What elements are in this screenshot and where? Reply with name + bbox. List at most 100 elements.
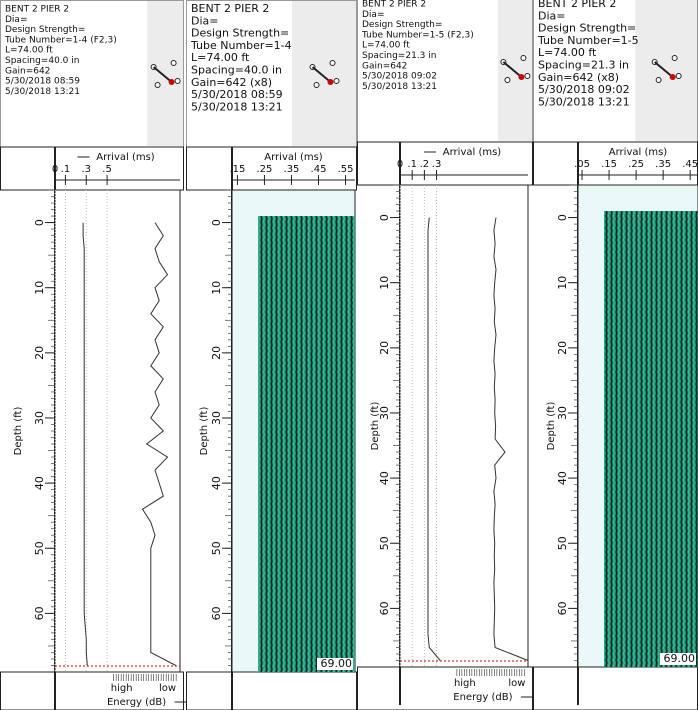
x-tick-label: .15	[229, 164, 245, 175]
x-tick-label: 0	[52, 164, 58, 175]
header-line: 5/30/2018 08:59	[191, 88, 283, 101]
x-tick-label: 0	[397, 159, 403, 170]
y-tick-label: 0	[556, 214, 569, 221]
waveform-block	[604, 211, 698, 667]
y-tick-label: 0	[210, 219, 223, 226]
y-tick-label: 10	[556, 276, 569, 290]
header-line: L=74.00 ft	[5, 46, 53, 56]
y-tick-label: 40	[378, 471, 391, 485]
header-line: BENT 2 PIER 2	[5, 5, 69, 15]
header-line: 5/30/2018 09:02	[362, 72, 437, 82]
waveform-block	[258, 216, 355, 672]
tube-marker	[330, 61, 335, 66]
y-tick-label: 20	[378, 341, 391, 355]
x-tick-label: .25	[628, 159, 644, 170]
y-axis-title: Depth (ft)	[13, 407, 24, 456]
bottom-band	[187, 672, 357, 710]
header-line: Gain=642 (x8)	[191, 76, 272, 89]
x-tick-label: .35	[284, 164, 300, 175]
x-tick-label: .15	[601, 159, 617, 170]
log-panels: BENT 2 PIER 2Dia=Design Strength=Tube Nu…	[0, 0, 698, 710]
header-line: Spacing=40.0 in	[5, 56, 79, 66]
y-tick-label: 20	[33, 346, 46, 360]
header-line: Design Strength=	[362, 20, 442, 30]
x2-tick-label: high	[454, 678, 476, 689]
x-tick-label: .2	[420, 159, 430, 170]
x2-tick-label: high	[111, 683, 133, 694]
y-axis-title: Depth (ft)	[199, 407, 210, 456]
header-line: Gain=642	[5, 66, 50, 76]
y-tick-label: 30	[210, 411, 223, 425]
y-tick-label: 30	[378, 406, 391, 420]
x2-tick-label: low	[508, 678, 525, 689]
x-tick-label: .55	[338, 164, 354, 175]
tube-diagram-bg	[292, 1, 356, 146]
header-line: 5/30/2018 13:21	[5, 87, 80, 97]
x-tick-label: .3	[81, 164, 91, 175]
bottom-band	[358, 667, 533, 710]
tube-end	[169, 79, 175, 85]
tube-marker	[525, 74, 530, 79]
header-line: 5/30/2018 13:21	[191, 100, 283, 113]
header-line: L=74.00 ft	[538, 46, 597, 59]
page: BENT 2 PIER 2Dia=Design Strength=Tube Nu…	[0, 0, 698, 710]
tube-end	[670, 74, 676, 80]
x-tick-label: .3	[432, 159, 442, 170]
tube-marker	[171, 61, 176, 66]
y-tick-label: 50	[210, 541, 223, 555]
axis-band	[1, 147, 184, 190]
x-tick-label: .45	[682, 159, 698, 170]
y-tick-label: 60	[33, 606, 46, 620]
x-axis-title: Arrival (ms)	[443, 147, 502, 158]
x-tick-label: .35	[655, 159, 671, 170]
y-tick-label: 10	[378, 276, 391, 290]
header-line: Design Strength=	[191, 27, 289, 40]
header-line: Gain=642	[362, 61, 407, 71]
y-tick-label: 30	[33, 411, 46, 425]
y-tick-label: 50	[378, 536, 391, 550]
y-tick-label: 60	[378, 601, 391, 615]
tube-marker	[314, 83, 319, 88]
x-tick-label: .05	[574, 159, 590, 170]
plot-bg	[400, 185, 528, 667]
bottom-band	[534, 667, 698, 710]
header-line: Spacing=21.3 in	[362, 51, 436, 61]
header-line: Dia=	[538, 9, 565, 22]
y-tick-label: 20	[556, 341, 569, 355]
header-line: Dia=	[5, 15, 28, 25]
header-line: Dia=	[191, 14, 218, 27]
tube-marker	[676, 74, 681, 79]
tube-marker	[505, 78, 510, 83]
header-line: BENT 2 PIER 2	[191, 2, 269, 15]
header-line: Tube Number=1-4 (F2,3)	[4, 35, 117, 45]
x-tick-label: .1	[61, 164, 71, 175]
y-tick-label: 60	[556, 601, 569, 615]
header-line: 5/30/2018 13:21	[538, 95, 630, 108]
y-tick-label: 60	[210, 606, 223, 620]
header-line: Tube Number=1-5 (F2,3)	[361, 30, 474, 40]
header-line: Tube Number=1-5	[537, 34, 639, 47]
x-tick-label: .45	[311, 164, 327, 175]
x-tick-label: .25	[256, 164, 272, 175]
tube-marker	[656, 78, 661, 83]
header-line: 5/30/2018 09:02	[538, 83, 630, 96]
header-line: Spacing=21.3 in	[538, 59, 629, 72]
header-line: 5/30/2018 08:59	[5, 77, 80, 87]
tube-marker	[672, 56, 677, 61]
plot-bg	[55, 190, 180, 672]
header-line: Design Strength=	[538, 22, 636, 35]
x2-tick-label: low	[159, 683, 176, 694]
y-tick-label: 0	[33, 219, 46, 226]
tube-marker	[334, 79, 339, 84]
header-line: L=74.00 ft	[191, 51, 250, 64]
y-tick-label: 40	[33, 476, 46, 490]
x-axis-title: Arrival (ms)	[609, 147, 668, 158]
y-tick-label: 50	[556, 536, 569, 550]
bottom-depth-label: 69.00	[321, 657, 353, 670]
tube-end	[518, 74, 524, 80]
y-tick-label: 40	[556, 471, 569, 485]
tube-marker	[521, 56, 526, 61]
x-axis-title: Arrival (ms)	[96, 152, 155, 163]
header-line: Spacing=40.0 in	[191, 64, 282, 77]
x2-axis-title: Energy (dB)	[107, 697, 166, 708]
